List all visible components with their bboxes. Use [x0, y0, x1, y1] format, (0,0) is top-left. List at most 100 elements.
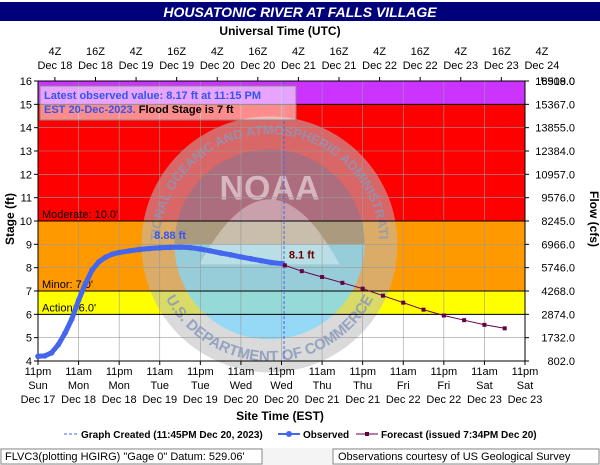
bottom-tick-time-6: 11pm — [268, 366, 295, 378]
top-tick-date-8: Dec 22 — [362, 60, 397, 72]
forecast-point-1 — [299, 269, 304, 274]
bottom-tick-date-7: Dec 21 — [305, 394, 340, 406]
top-tick-date-11: Dec 23 — [484, 60, 519, 72]
bottom-tick-day-5: Wed — [230, 380, 252, 392]
title-bar — [0, 2, 600, 21]
observed-point-10 — [102, 254, 109, 260]
forecast-annotation: 8.1 ft — [289, 249, 315, 261]
bottom-tick-time-1: 11am — [65, 366, 92, 378]
bottom-tick-time-2: 11pm — [106, 366, 133, 378]
observed-point-17 — [167, 244, 173, 251]
bottom-tick-time-8: 11pm — [349, 366, 376, 378]
info-box-line2: EST 20-Dec-2023. Flood Stage is 7 ft — [44, 104, 234, 116]
bottom-tick-time-11: 11am — [471, 366, 498, 378]
observed-point-6 — [75, 297, 82, 304]
noaa-seal-gull — [199, 199, 340, 265]
bottom-tick-date-2: Dec 18 — [102, 394, 137, 406]
observed-point-13 — [126, 248, 133, 254]
noaa-seal-wordmark: NOAA — [219, 169, 319, 207]
bottom-tick-day-10: Fri — [437, 380, 450, 392]
info-box-date: EST 20-Dec-2023. — [44, 104, 136, 116]
forecast-point-4 — [360, 286, 365, 291]
forecast-point-3 — [340, 280, 345, 285]
bottom-tick-date-9: Dec 22 — [386, 394, 421, 406]
observed-point-2 — [48, 350, 55, 356]
forecast-point-5 — [380, 293, 385, 298]
top-tick-label-8: 4Z — [373, 46, 386, 58]
y-tick-label-2: 6 — [26, 309, 32, 321]
top-tick-date-2: Dec 19 — [119, 60, 154, 72]
observed-point-22 — [217, 250, 224, 256]
bottom-tick-time-4: 11pm — [187, 366, 214, 378]
top-tick-date-6: Dec 21 — [281, 60, 316, 72]
bottom-tick-time-3: 11am — [146, 366, 173, 378]
y2-axis-title: Flow (cfs) — [587, 191, 600, 247]
top-tick-label-3: 16Z — [167, 46, 186, 58]
observed-point-27 — [268, 259, 275, 266]
y-tick-label-11: 15 — [20, 99, 32, 111]
observed-point-19 — [187, 244, 193, 251]
y-tick-label-9: 13 — [20, 146, 32, 158]
bottom-tick-date-0: Dec 17 — [21, 394, 56, 406]
bottom-tick-date-6: Dec 20 — [264, 394, 299, 406]
y-tick-label-8: 12 — [20, 169, 32, 181]
observed-point-7 — [82, 281, 89, 287]
bottom-tick-date-1: Dec 18 — [61, 394, 96, 406]
observed-point-14 — [136, 246, 143, 253]
flow-tick-label-8: 10957.0 — [535, 169, 575, 181]
bottom-axis-title: Site Time (EST) — [236, 409, 324, 423]
bottom-tick-date-8: Dec 21 — [345, 394, 380, 406]
bottom-tick-day-7: Thu — [313, 380, 332, 392]
top-tick-label-0: 4Z — [48, 46, 61, 58]
forecast-point-0 — [282, 263, 287, 268]
observed-point-1 — [41, 353, 48, 359]
top-tick-label-1: 16Z — [86, 46, 105, 58]
top-tick-date-7: Dec 21 — [322, 60, 357, 72]
observed-point-5 — [69, 316, 75, 322]
footer: FLVC3(plotting HGIRG) "Gage 0" Datum: 52… — [0, 448, 600, 465]
bottom-tick-time-5: 11am — [228, 366, 255, 378]
top-tick-label-2: 4Z — [130, 46, 143, 58]
bottom-tick-day-1: Mon — [68, 380, 89, 392]
observed-point-16 — [156, 245, 163, 251]
y-tick-label-7: 11 — [21, 193, 32, 205]
top-tick-date-5: Dec 20 — [240, 60, 275, 72]
chart-title: HOUSATONIC RIVER AT FALLS VILLAGE — [163, 4, 437, 20]
info-box: Latest observed value: 8.17 ft at 11:15 … — [39, 85, 297, 121]
observed-point-15 — [146, 245, 153, 252]
y-tick-label-5: 9 — [26, 239, 32, 251]
flow-tick-label-4: 5746.0 — [541, 263, 575, 275]
peak-annotation: 8.88 ft — [154, 230, 186, 242]
top-tick-date-1: Dec 18 — [78, 60, 113, 72]
y-tick-label-4: 8 — [26, 263, 32, 275]
forecast-point-8 — [441, 313, 446, 318]
bottom-tick-day-9: Fri — [397, 380, 410, 392]
flow-tick-label-3: 4268.0 — [541, 286, 575, 298]
flow-tick-label-7: 9576.0 — [541, 193, 575, 205]
top-tick-label-9: 16Z — [411, 46, 430, 58]
top-tick-label-5: 16Z — [248, 46, 267, 58]
legend-graph-created: Graph Created (11:45PM Dec 20, 2023) — [81, 430, 263, 441]
legend-observed: Observed — [303, 430, 349, 441]
observed-point-23 — [227, 252, 234, 258]
observed-point-24 — [238, 254, 244, 260]
flow-tick-label-9: 12384.0 — [535, 146, 575, 158]
top-tick-label-10: 4Z — [454, 46, 467, 58]
bottom-tick-day-0: Sun — [28, 380, 48, 392]
observed-point-9 — [96, 259, 102, 265]
top-tick-date-3: Dec 19 — [159, 60, 194, 72]
axes: 4 5 6 7 8 9 10 11 12 13 14 15 16 802.0 1732.0 2874.0 426… — [20, 46, 575, 406]
observed-point-26 — [258, 257, 265, 264]
bottom-tick-time-9: 11am — [390, 366, 417, 378]
stage-line-label-2: Moderate: 10.0' — [42, 209, 118, 221]
bottom-tick-time-12: 11pm — [512, 366, 539, 378]
bottom-tick-date-10: Dec 22 — [426, 394, 461, 406]
top-tick-date-4: Dec 20 — [200, 60, 235, 72]
forecast-point-9 — [462, 318, 467, 323]
legend: Graph Created (11:45PM Dec 20, 2023) Obs… — [64, 430, 537, 441]
observed-point-0 — [35, 353, 41, 360]
bottom-tick-day-12: Sat — [517, 380, 534, 392]
flow-tick-label-1: 1732.0 — [541, 333, 575, 345]
forecast-point-10 — [482, 322, 487, 327]
